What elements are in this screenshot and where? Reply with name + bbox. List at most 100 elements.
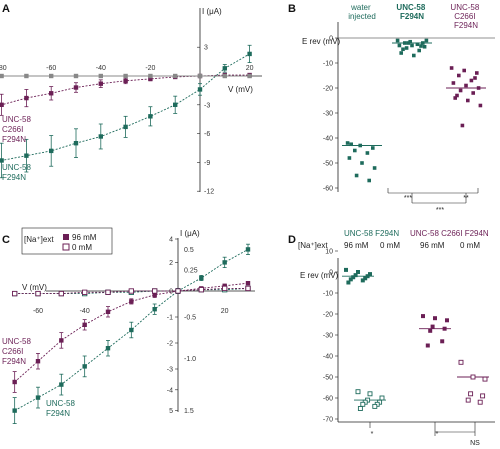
panel-a-data-point	[98, 73, 103, 79]
panel-d-data-point	[379, 395, 385, 401]
panel-a-data-point	[73, 85, 79, 90]
panel-c-data-point	[105, 309, 111, 314]
panel-d-data-point	[360, 278, 365, 283]
panel-b-data-point	[358, 143, 362, 148]
panel-c-data-point	[35, 395, 41, 400]
panel-d-data-point	[368, 272, 372, 277]
panel-a-y-tick-label: -6	[204, 131, 210, 138]
panel-d-conc-1: 96 mM	[344, 241, 369, 250]
panel-c-data-point	[58, 290, 64, 297]
panel-d-data-point	[428, 328, 433, 333]
panel-d-data-point	[355, 389, 361, 395]
panel-b-data-point	[460, 123, 465, 128]
panel-d-data-point	[348, 277, 353, 282]
panel-b-data-point	[401, 47, 405, 52]
panel-d-data-point	[468, 391, 474, 397]
panel-d-y-tick-label: 10	[325, 249, 333, 256]
panel-d-data-point	[480, 393, 486, 399]
panel-b-data-point	[367, 178, 371, 183]
panel-c-y-tick-label-right: -1.0	[184, 356, 196, 363]
panel-d-data-point	[477, 399, 483, 405]
panel-b-data-point	[347, 156, 352, 160]
panel-b-data-point	[455, 93, 459, 98]
panel-c-y-tick-label-left: -4	[167, 387, 173, 394]
panel-b-data-point	[453, 96, 457, 100]
panel-a-data-point	[49, 91, 54, 96]
panel-c-data-point	[129, 299, 134, 304]
panel-b-data-point	[476, 86, 481, 90]
panel-a-series-line	[0, 53, 250, 162]
panel-a-data-point	[24, 73, 29, 79]
panel-b-y-tick-label: -30	[323, 111, 333, 118]
panel-b-y-tick-label: 0	[329, 36, 333, 43]
panel-a-data-point	[222, 73, 227, 79]
panel-b-data-point	[421, 41, 425, 45]
panel-a-data-point	[73, 73, 79, 79]
panel-b-data-point	[415, 42, 420, 47]
panel-c-legend-0: 0 mM	[72, 243, 92, 252]
panel-b-sig-2: **	[463, 195, 469, 202]
panel-a-data-point	[222, 66, 227, 71]
panel-b-group-c266i: UNC-58 C266I F294N	[450, 3, 481, 30]
panel-c-data-point	[82, 322, 87, 327]
panel-d-data-point	[346, 280, 351, 285]
panel-d-data-point	[351, 275, 356, 280]
panel-c-y-axis-label: I (μA)	[180, 229, 200, 238]
panel-a-data-point	[49, 148, 54, 154]
panel-a-data-point	[173, 102, 178, 107]
panel-c-y-tick-label-left: -2	[167, 341, 173, 348]
panel-c-data-point	[105, 289, 111, 295]
panel-a-y-tick-label: -3	[204, 102, 210, 109]
panel-c-series-line	[14, 249, 249, 411]
panel-c-data-point	[59, 382, 64, 387]
panel-d-data-point	[356, 270, 360, 274]
panel-b-group-f294n: UNC-58 F294N	[396, 3, 427, 21]
panel-d-data-point	[363, 276, 368, 281]
panel-b-data-point	[353, 148, 357, 153]
panel-c-data-point	[245, 281, 251, 286]
panel-b-label: B	[288, 3, 296, 15]
panel-d-data-point	[433, 316, 437, 321]
panel-b-data-point	[466, 98, 470, 103]
panel-a-data-point	[148, 114, 153, 119]
panel-b-data-point	[469, 78, 474, 83]
panel-d-y-tick-label: -70	[323, 417, 333, 424]
panel-a-data-point	[24, 153, 29, 158]
panel-d-header-c266i: UNC-58 C266I F294N	[410, 229, 489, 238]
panel-b-data-point	[419, 44, 423, 48]
panel-d-data-point	[458, 359, 464, 365]
panel-d-conc-2: 0 mM	[380, 241, 400, 250]
panel-c-label-f294n: UNC-58 F294N	[46, 399, 77, 418]
panel-c-data-point	[245, 247, 251, 252]
panel-c: [Na⁺]ext 96 mM 0 mM I (μA) V (mV) -60 -40…	[2, 227, 255, 425]
panel-c-label: C	[2, 234, 10, 246]
panel-d-data-point	[372, 403, 378, 409]
panel-a-data-point	[173, 73, 178, 79]
panel-b-data-point	[422, 44, 427, 49]
panel-c-legend-96: 96 mM	[72, 233, 97, 242]
panel-b-data-point	[417, 48, 421, 53]
panel-a-data-point	[247, 51, 252, 57]
panel-a-x-axis-label: V (mV)	[228, 85, 253, 94]
panel-a-label-f294n: UNC-58 F294N	[2, 163, 33, 182]
panel-b-data-point	[451, 81, 456, 85]
panel-d-data-point	[360, 401, 366, 407]
panel-a-data-point	[247, 73, 252, 79]
panel-b-data-point	[354, 173, 359, 178]
panel-b-y-tick-label: -10	[323, 61, 333, 68]
panel-a-y-tick-label: -9	[204, 160, 210, 167]
panel-d-y-tick-label: -30	[323, 333, 333, 340]
panel-d-y-axis-label: E rev (mV)	[300, 271, 339, 280]
panel-b-data-point	[404, 46, 409, 50]
panel-b-data-point	[397, 43, 402, 48]
panel-d-data-point	[365, 274, 370, 279]
panel-d-data-point	[357, 406, 363, 411]
panel-a-data-point	[0, 73, 4, 79]
panel-a-data-point	[73, 141, 79, 146]
panel-d-sig-3: NS	[470, 440, 480, 447]
panel-d: UNC-58 F294N UNC-58 C266I F294N [Na⁺]ext…	[298, 229, 495, 447]
panel-a-data-point	[197, 87, 203, 92]
panel-c-legend-filled-marker	[63, 234, 69, 240]
panel-b-data-point	[406, 41, 411, 45]
panel-d-data-point	[440, 339, 445, 344]
